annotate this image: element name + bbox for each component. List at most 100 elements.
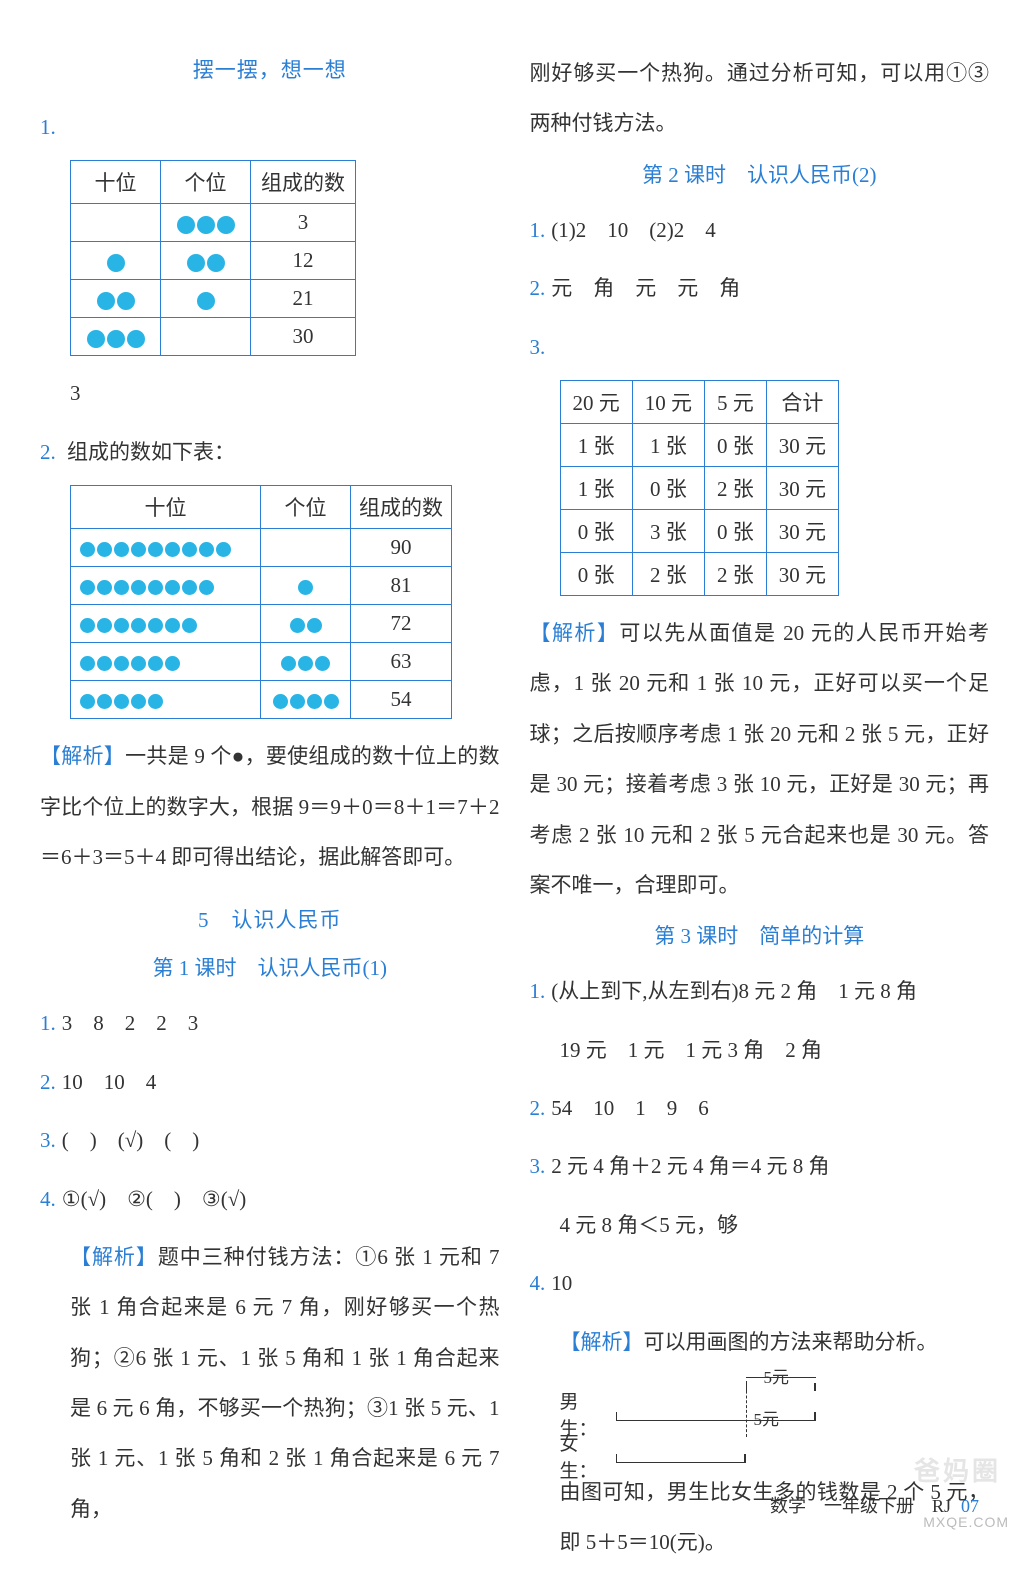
dot-icon — [114, 542, 129, 557]
dot-icon — [80, 542, 95, 557]
l3-q3-text1: 2 元 4 角＋2 元 4 角＝4 元 8 角 — [551, 1154, 829, 1178]
dot-icon — [290, 694, 305, 709]
watermark-small: MXQE.COM — [923, 1514, 1009, 1530]
l3-q3: 3.2 元 4 角＋2 元 4 角＝4 元 8 角 — [530, 1141, 990, 1191]
table-row: 3 — [71, 204, 356, 242]
unit-5-title: 5 认识人民币 — [40, 904, 500, 934]
dot-icon — [97, 656, 112, 671]
table-2: 十位个位组成的数 9081726354 — [70, 485, 452, 719]
table-row: 72 — [71, 605, 452, 643]
table-row: 81 — [71, 567, 452, 605]
lesson-2-title: 第 2 课时 认识人民币(2) — [530, 159, 990, 189]
analysis-1: 【解析】一共是 9 个●，要使组成的数十位上的数字比个位上的数字大，根据 9＝9… — [40, 731, 500, 882]
continuation-text: 刚好够买一个热狗。通过分析可知，可以用①③两种付钱方法。 — [530, 48, 990, 149]
dot-icon — [187, 254, 205, 272]
dot-icon — [307, 694, 322, 709]
l2-analysis: 【解析】可以先从面值是 20 元的人民币开始考虑，1 张 20 元和 1 张 1… — [530, 608, 990, 910]
l1-q4-num: 4. — [40, 1187, 56, 1211]
table-row: 90 — [71, 529, 452, 567]
l1-analysis: 【解析】题中三种付钱方法：①6 张 1 元和 7 张 1 角合起来是 6 元 7… — [70, 1232, 500, 1534]
dot-icon — [114, 618, 129, 633]
bracket-boy — [616, 1407, 816, 1421]
q2-row: 2. 组成的数如下表： — [40, 427, 500, 477]
l2-q2-text: 元 角 元 元 角 — [551, 276, 740, 300]
table-row: 1 张0 张2 张30 元 — [560, 466, 839, 509]
dot-icon — [298, 656, 313, 671]
table-header: 20 元 — [560, 380, 632, 423]
table-row: 1 张1 张0 张30 元 — [560, 423, 839, 466]
l3-analysis-1: 【解析】可以用画图的方法来帮助分析。 — [560, 1317, 990, 1367]
l2-q2-num: 2. — [530, 276, 546, 300]
l1-q3-num: 3. — [40, 1128, 56, 1152]
dot-icon — [182, 580, 197, 595]
q1-below: 3 — [70, 368, 500, 418]
l3-q2-text: 54 10 1 9 6 — [551, 1096, 709, 1120]
q2-text: 组成的数如下表： — [67, 440, 235, 464]
dot-icon — [177, 216, 195, 234]
table-header: 合计 — [766, 380, 838, 423]
table-header: 个位 — [161, 161, 251, 204]
l3-q3-num: 3. — [530, 1154, 546, 1178]
dot-icon — [165, 580, 180, 595]
dot-icon — [273, 694, 288, 709]
dot-icon — [114, 656, 129, 671]
table-header: 5 元 — [705, 380, 767, 423]
bracket-diagram: 男生：5元5元女生： — [560, 1377, 990, 1457]
l2-q2: 2.元 角 元 元 角 — [530, 263, 990, 313]
table-row: 63 — [71, 643, 452, 681]
l3-q1: 1.(从上到下,从左到右)8 元 2 角 1 元 8 角 — [530, 966, 990, 1016]
dot-icon — [165, 618, 180, 633]
table-header: 组成的数 — [351, 486, 452, 529]
dot-icon — [97, 292, 115, 310]
table-header: 十位 — [71, 161, 161, 204]
dot-icon — [148, 656, 163, 671]
dot-icon — [80, 618, 95, 633]
l2-q1-num: 1. — [530, 218, 546, 242]
section-title-1: 摆一摆，想一想 — [40, 54, 500, 84]
dot-icon — [199, 580, 214, 595]
l3-analysis-text1: 可以用画图的方法来帮助分析。 — [644, 1330, 938, 1354]
l1-analysis-label: 【解析】 — [70, 1245, 158, 1269]
dot-icon — [131, 580, 146, 595]
l1-q3: 3.( ) (√) ( ) — [40, 1115, 500, 1165]
q1-num: 1. — [40, 115, 56, 139]
lesson-1-title: 第 1 课时 认识人民币(1) — [40, 952, 500, 982]
dot-icon — [324, 694, 339, 709]
dot-icon — [197, 216, 215, 234]
dot-icon — [216, 542, 231, 557]
table-row: 54 — [71, 681, 452, 719]
l3-q1-text1: (从上到下,从左到右)8 元 2 角 1 元 8 角 — [551, 979, 917, 1003]
dot-icon — [131, 618, 146, 633]
l2-q1-text: (1)2 10 (2)2 4 — [551, 218, 715, 242]
dot-icon — [307, 618, 322, 633]
dot-icon — [107, 330, 125, 348]
dot-icon — [97, 580, 112, 595]
l3-q2: 2.54 10 1 9 6 — [530, 1083, 990, 1133]
l2-q3: 3. — [530, 322, 990, 372]
dot-icon — [148, 542, 163, 557]
dot-icon — [217, 216, 235, 234]
dot-icon — [199, 542, 214, 557]
dot-icon — [114, 694, 129, 709]
l3-q4-num: 4. — [530, 1271, 546, 1295]
footer-code: RJ — [932, 1496, 951, 1516]
dot-icon — [127, 330, 145, 348]
dot-icon — [165, 656, 180, 671]
l3-q2-num: 2. — [530, 1096, 546, 1120]
footer-grade: 一年级下册 — [824, 1496, 914, 1516]
bracket-girl — [616, 1449, 746, 1463]
table-header: 个位 — [261, 486, 351, 529]
l3-q3-line2: 4 元 8 角＜5 元，够 — [560, 1200, 990, 1250]
l1-q2-num: 2. — [40, 1070, 56, 1094]
dot-icon — [281, 656, 296, 671]
dot-icon — [290, 618, 305, 633]
l3-q1-line2: 19 元 1 元 1 元 3 角 2 角 — [560, 1025, 990, 1075]
diagram-girl-label: 女生： — [560, 1429, 616, 1483]
q2-num: 2. — [40, 440, 56, 464]
table-header: 组成的数 — [251, 161, 356, 204]
left-column: 摆一摆，想一想 1. 十位个位组成的数 31221 30 3 2. 组成的数如下… — [40, 40, 500, 1576]
l3-q4: 4.10 — [530, 1258, 990, 1308]
l1-q2-text: 10 10 4 — [62, 1070, 157, 1094]
dot-icon — [298, 580, 313, 595]
right-column: 刚好够买一个热狗。通过分析可知，可以用①③两种付钱方法。 第 2 课时 认识人民… — [530, 40, 990, 1576]
